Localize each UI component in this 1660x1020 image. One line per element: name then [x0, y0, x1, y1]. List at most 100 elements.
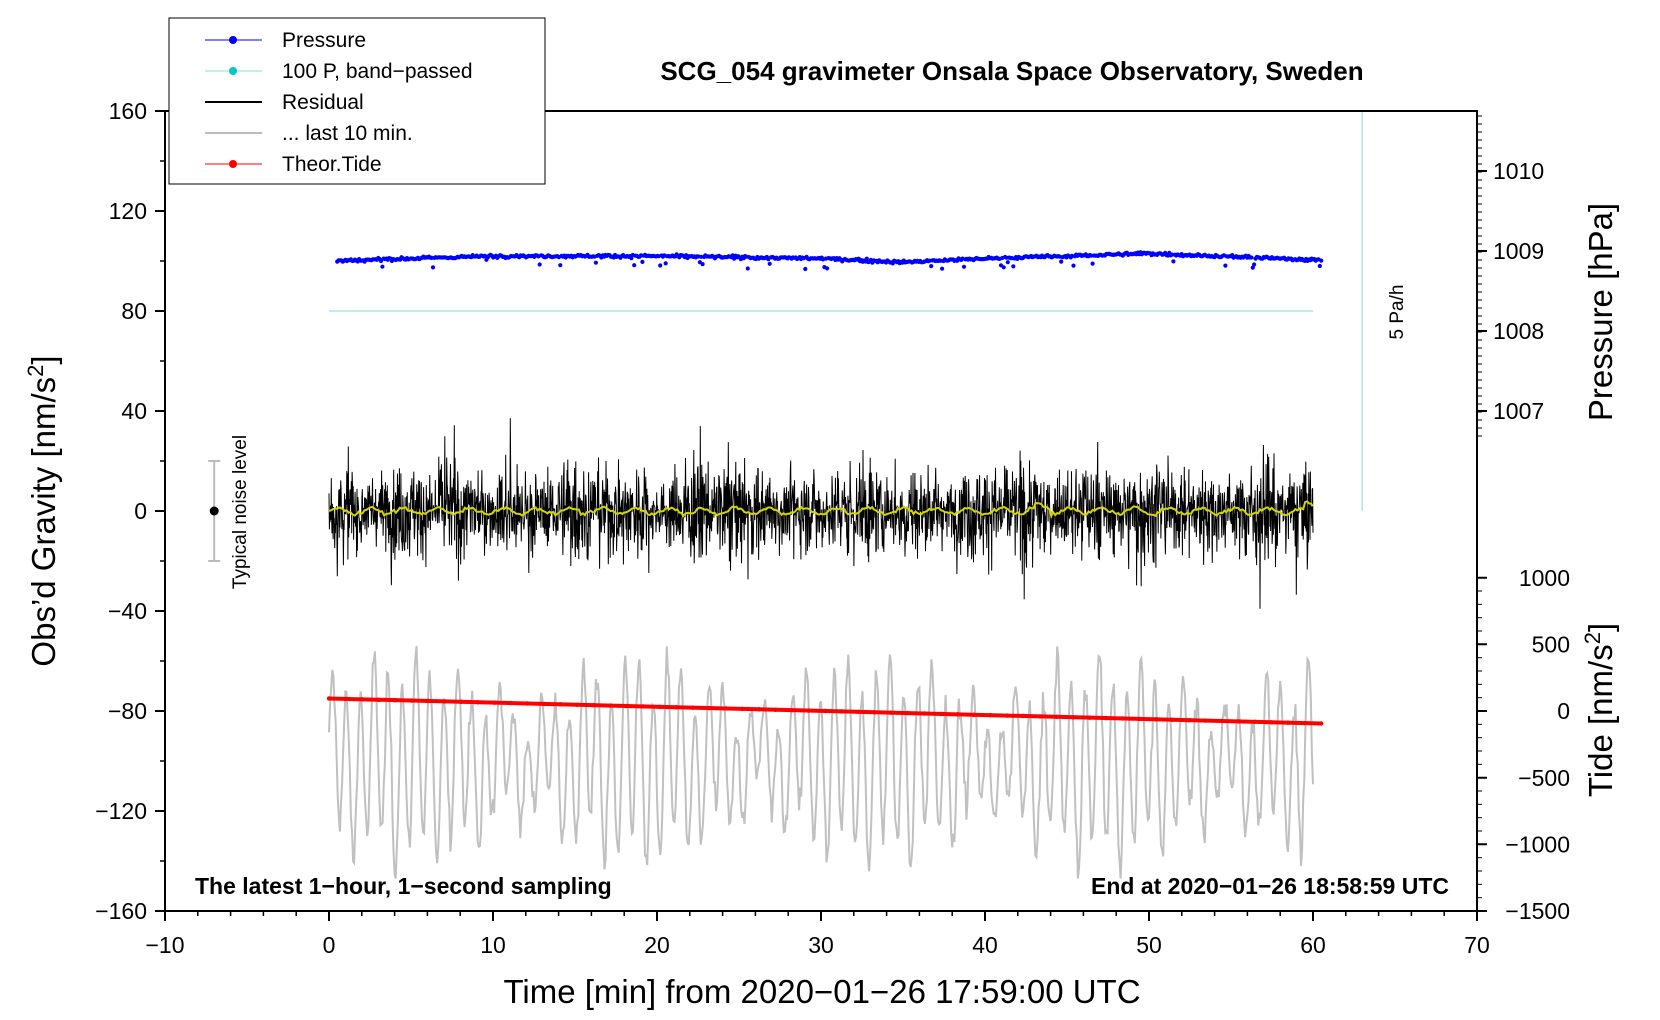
theor-tide-point — [988, 713, 993, 718]
theor-tide-point — [442, 699, 447, 704]
residual-line — [328, 418, 1314, 609]
x-tick-label: −10 — [145, 932, 184, 958]
pressure-point — [430, 265, 436, 270]
theor-tide-point — [889, 710, 894, 715]
theor-tide-point — [326, 696, 332, 701]
x-tick-label: 20 — [644, 932, 670, 958]
pressure-point — [803, 266, 808, 272]
y-tick-label: 80 — [121, 298, 147, 324]
x-tick-label: 60 — [1300, 932, 1326, 958]
annotation-left: The latest 1−hour, 1−second sampling — [195, 873, 612, 899]
theor-tide-point — [1087, 715, 1092, 720]
theor-tide-point — [607, 703, 613, 708]
theor-tide-point — [1054, 714, 1059, 719]
pressure-point — [1001, 265, 1006, 270]
theor-tide-point — [955, 712, 960, 717]
tide-tick-label: 1000 — [1519, 565, 1570, 591]
theor-tide-point — [1021, 713, 1026, 719]
theor-tide-point — [938, 711, 944, 717]
theor-tide-point — [1137, 716, 1142, 722]
pressure-point — [1059, 259, 1064, 264]
pressure-point — [825, 266, 830, 271]
theor-tide-point — [508, 700, 514, 706]
pressure-point — [1319, 258, 1324, 263]
y-tick-label: 120 — [109, 198, 147, 224]
theor-tide-point — [1203, 718, 1208, 723]
theor-tide-point — [475, 700, 480, 705]
pressure-point — [1223, 263, 1228, 268]
theor-tide-point — [558, 702, 563, 707]
legend-marker — [229, 67, 237, 75]
theor-tide-point — [657, 704, 662, 709]
y-axis-title-tide-sup: 2 — [1580, 632, 1605, 644]
noise-level-label: Typical noise level — [230, 435, 251, 589]
pressure-point — [1071, 263, 1076, 268]
tide-tick-label: −1500 — [1505, 898, 1570, 924]
pressure-tick-label: 1009 — [1493, 238, 1544, 264]
theor-tide-point — [1236, 719, 1241, 724]
theor-tide-point — [856, 709, 861, 714]
tide-tick-label: −1000 — [1505, 831, 1570, 857]
y-axis-title-pressure: Pressure [hPa] — [1582, 203, 1619, 421]
theor-tide-point — [1037, 714, 1043, 719]
theor-tide-point — [971, 712, 977, 717]
pressure-point — [593, 260, 599, 265]
last-10-min-line — [328, 645, 1314, 879]
legend-marker — [229, 36, 237, 44]
pressure-point — [700, 262, 705, 267]
pressure-tick-label: 1010 — [1493, 158, 1544, 184]
pressure-point — [1249, 255, 1254, 260]
theor-tide-point — [1219, 718, 1225, 724]
pressure-point — [864, 256, 869, 261]
theor-tide-point — [359, 697, 365, 702]
y-axis-title-left-sup: 2 — [23, 365, 48, 377]
pressure-point — [537, 262, 542, 267]
theor-tide-point — [1170, 717, 1175, 722]
pressure-point — [632, 263, 637, 268]
y-tick-label: 0 — [134, 498, 147, 524]
pressure-point — [1011, 264, 1016, 269]
pressure-point — [558, 263, 563, 268]
theor-tide-point — [376, 697, 381, 702]
x-tick-label: 30 — [808, 932, 834, 958]
pressure-point — [767, 261, 772, 266]
pressure-point — [1252, 262, 1257, 267]
theor-tide-point — [1252, 719, 1258, 724]
pressure-point — [378, 258, 384, 264]
theor-tide-point — [343, 696, 348, 702]
noise-bar-center — [209, 506, 219, 516]
y-tick-label: −160 — [95, 898, 147, 924]
theor-tide-point — [1285, 720, 1291, 725]
y-axis-title-left-main: Obs’d Gravity [nm/s — [25, 377, 62, 667]
x-tick-label: 10 — [480, 932, 506, 958]
x-tick-label: 0 — [323, 932, 336, 958]
theor-tide-point — [1120, 716, 1126, 721]
pressure-point — [1171, 259, 1176, 264]
legend-marker — [229, 160, 237, 168]
theor-tide-point — [1186, 718, 1192, 723]
theor-tide-point — [574, 702, 580, 707]
annotation-right: End at 2020−01−26 18:58:59 UTC — [1091, 873, 1449, 899]
theor-tide-point — [822, 708, 828, 714]
theor-tide-point — [773, 707, 778, 712]
pressure-point — [663, 261, 668, 266]
theor-tide-point — [740, 706, 745, 712]
theor-tide-point — [459, 699, 464, 704]
pressure-point — [929, 264, 934, 269]
x-tick-label: 50 — [1136, 932, 1162, 958]
tide-tick-label: 0 — [1557, 698, 1570, 724]
y-axis-title-left-end: ] — [25, 355, 62, 364]
theor-tide-point — [525, 701, 530, 706]
y-tick-label: −40 — [108, 598, 147, 624]
theor-tide-point — [624, 703, 629, 709]
residual-smoothed-line — [328, 500, 1314, 519]
theor-tide-point — [839, 709, 844, 714]
pressure-rate-label: 5 Pa/h — [1387, 285, 1408, 340]
theor-tide-point — [591, 703, 596, 708]
pressure-tick-label: 1008 — [1493, 318, 1544, 344]
tide-tick-label: 500 — [1532, 631, 1570, 657]
pressure-point — [940, 266, 945, 271]
pressure-point — [961, 264, 967, 269]
tide-tick-label: −500 — [1518, 765, 1570, 791]
theor-tide-point — [1104, 715, 1109, 721]
